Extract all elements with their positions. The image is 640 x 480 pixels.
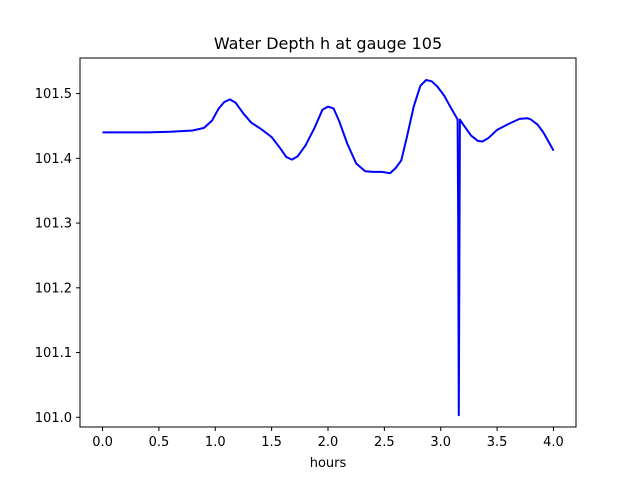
series-layer [102, 79, 555, 417]
x-tick-label: 0.5 [149, 435, 170, 450]
x-tick-label: 0.0 [92, 435, 113, 450]
plot-area-background [80, 58, 576, 427]
y-tick-label: 101.0 [35, 411, 72, 426]
x-tick-label: 4.0 [543, 435, 564, 450]
y-tick-label: 101.4 [35, 152, 72, 167]
x-tick-label: 3.5 [487, 435, 508, 450]
x-tick-label: 2.5 [374, 435, 395, 450]
y-tick-label: 101.5 [35, 87, 72, 102]
x-tick-label: 3.0 [430, 435, 451, 450]
x-axis-ticks: 0.0 0.5 1.0 1.5 2.0 2.5 3.0 3.5 4.0 [92, 427, 564, 450]
x-tick-label: 1.0 [205, 435, 226, 450]
x-tick-label: 2.0 [318, 435, 339, 450]
y-tick-label: 101.3 [35, 217, 72, 232]
x-tick-label: 1.5 [261, 435, 282, 450]
y-tick-label: 101.1 [35, 346, 72, 361]
y-axis-ticks: 101.0 101.1 101.2 101.3 101.4 101.5 [35, 87, 80, 426]
plot-area [79, 57, 577, 428]
series-line [102, 79, 555, 417]
y-tick-label: 101.2 [35, 281, 72, 296]
x-axis-label: hours [310, 456, 347, 471]
chart-title: Water Depth h at gauge 105 [214, 34, 442, 53]
